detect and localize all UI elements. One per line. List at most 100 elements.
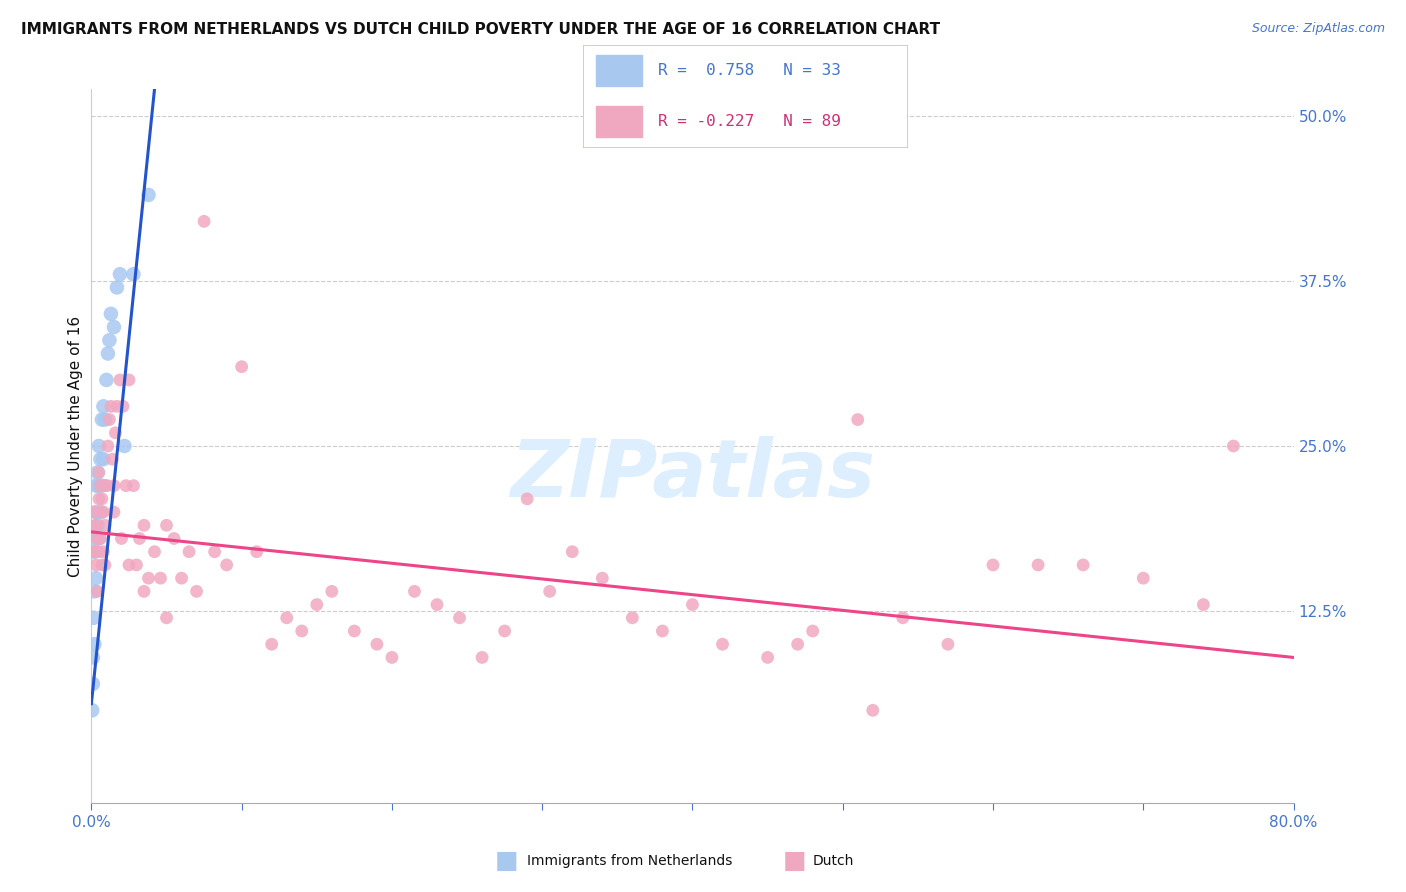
Point	[89, 532, 111, 546]
Point	[82, 545, 104, 559]
Point	[90, 478, 112, 492]
Point	[98, 333, 121, 347]
Point	[84, 571, 107, 585]
Point	[83, 584, 105, 599]
Point	[1192, 598, 1215, 612]
Point	[104, 425, 127, 440]
Point	[494, 624, 516, 638]
Point	[87, 491, 110, 506]
Text: IMMIGRANTS FROM NETHERLANDS VS DUTCH CHILD POVERTY UNDER THE AGE OF 16 CORRELATI: IMMIGRANTS FROM NETHERLANDS VS DUTCH CHI…	[21, 22, 941, 37]
Point	[846, 412, 869, 426]
Point	[305, 598, 328, 612]
Point	[204, 545, 226, 559]
Point	[561, 545, 583, 559]
Point	[1071, 558, 1094, 572]
Point	[621, 611, 644, 625]
Point	[246, 545, 269, 559]
Point	[1222, 439, 1244, 453]
Point	[115, 478, 138, 492]
Point	[83, 505, 105, 519]
Point	[122, 267, 145, 281]
Point	[449, 611, 471, 625]
Point	[90, 558, 112, 572]
Text: R = -0.227   N = 89: R = -0.227 N = 89	[658, 114, 841, 129]
Point	[93, 545, 115, 559]
Point	[381, 650, 404, 665]
Point	[801, 624, 824, 638]
Point	[891, 611, 914, 625]
Point	[155, 611, 177, 625]
Point	[98, 412, 121, 426]
Point	[231, 359, 253, 374]
Point	[93, 452, 115, 467]
Point	[538, 584, 561, 599]
Point	[82, 650, 104, 665]
Point	[681, 598, 703, 612]
Point	[100, 400, 122, 414]
Point	[105, 400, 128, 414]
Point	[516, 491, 538, 506]
Point	[84, 518, 107, 533]
Point	[87, 478, 110, 492]
Point	[84, 505, 107, 519]
Point	[87, 532, 110, 546]
Point	[321, 584, 343, 599]
Point	[97, 439, 120, 453]
Point	[94, 518, 117, 533]
Point	[193, 214, 215, 228]
Point	[786, 637, 808, 651]
Point	[84, 532, 107, 546]
Point	[591, 571, 613, 585]
Point	[122, 478, 145, 492]
Point	[215, 558, 238, 572]
Point	[138, 571, 160, 585]
Point	[132, 584, 155, 599]
Point	[132, 518, 155, 533]
Point	[84, 558, 107, 572]
Point	[105, 280, 128, 294]
Text: ■: ■	[495, 849, 517, 872]
Point	[101, 452, 124, 467]
Point	[94, 558, 117, 572]
Point	[87, 439, 110, 453]
Point	[96, 373, 118, 387]
Point	[86, 584, 108, 599]
Point	[404, 584, 426, 599]
Point	[651, 624, 673, 638]
Point	[89, 478, 111, 492]
Point	[108, 373, 131, 387]
Point	[89, 452, 111, 467]
Point	[711, 637, 734, 651]
Bar	[596, 55, 641, 86]
Point	[114, 439, 136, 453]
Point	[471, 650, 494, 665]
Point	[83, 545, 105, 559]
Point	[276, 611, 298, 625]
Point	[177, 545, 200, 559]
Point	[170, 571, 193, 585]
Point	[84, 518, 107, 533]
Point	[84, 478, 107, 492]
Point	[96, 478, 118, 492]
Point	[111, 400, 134, 414]
Point	[94, 412, 117, 426]
Point	[149, 571, 172, 585]
Point	[83, 545, 105, 559]
Text: R =  0.758   N = 33: R = 0.758 N = 33	[658, 62, 841, 78]
Point	[103, 505, 125, 519]
Point	[82, 677, 104, 691]
Point	[96, 478, 118, 492]
Point	[108, 267, 131, 281]
Point	[291, 624, 314, 638]
Point	[936, 637, 959, 651]
Text: Immigrants from Netherlands: Immigrants from Netherlands	[527, 854, 733, 868]
Point	[90, 491, 112, 506]
Point	[426, 598, 449, 612]
Point	[128, 532, 150, 546]
Point	[118, 558, 141, 572]
Point	[83, 611, 105, 625]
Point	[110, 532, 132, 546]
Point	[125, 558, 148, 572]
Point	[83, 637, 105, 651]
Point	[93, 400, 115, 414]
